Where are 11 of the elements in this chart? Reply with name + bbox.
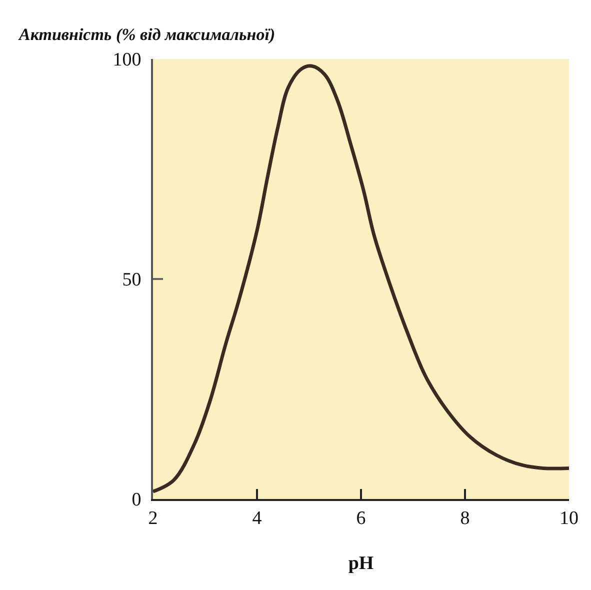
x-tick-label: 4 [252, 508, 262, 529]
x-tick-label: 6 [356, 508, 366, 529]
line-series [153, 64, 569, 494]
y-tick-label: 100 [112, 50, 142, 71]
x-tick-label: 8 [460, 508, 470, 529]
x-tick-label: 2 [148, 508, 158, 529]
y-axis-title: Активність (% від максимальної) [18, 25, 276, 44]
x-tick-label: 10 [560, 508, 578, 529]
y-tick-label: 0 [132, 490, 142, 511]
x-axis-title: pH [348, 553, 374, 574]
y-tick-label: 50 [122, 270, 142, 291]
